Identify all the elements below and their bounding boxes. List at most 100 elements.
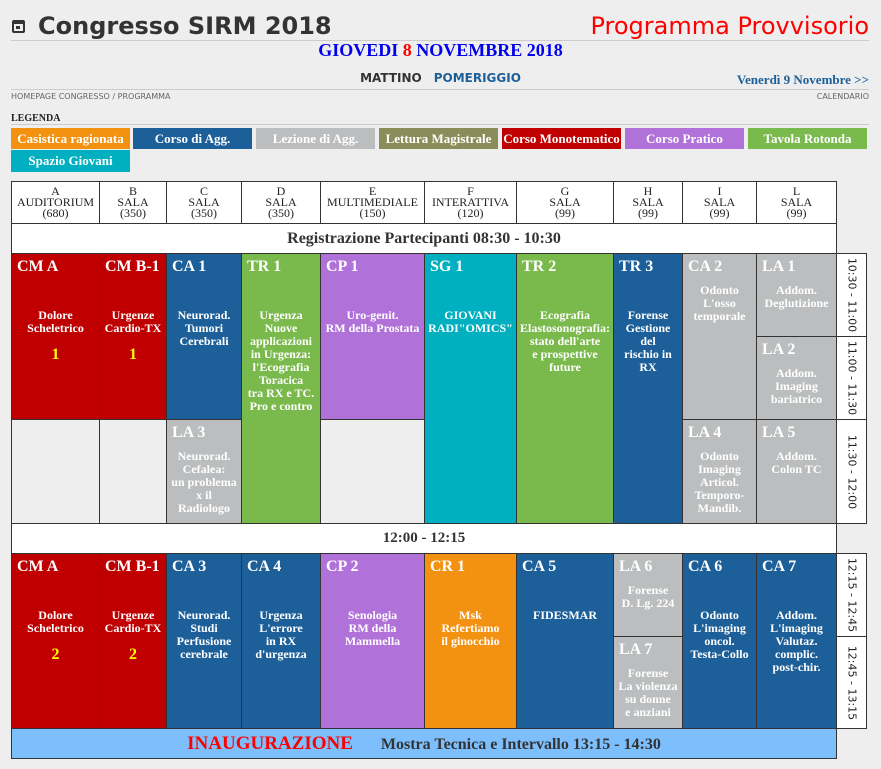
- session-code: TR 3: [619, 258, 654, 275]
- session-code: TR 1: [247, 258, 282, 275]
- room-header-c: C SALA (350): [166, 181, 242, 224]
- session-desc: Urgenza Nuove applicazioni in Urgenza: l…: [247, 308, 315, 413]
- time-slot: 11:00 - 11:30: [836, 336, 867, 420]
- session-desc: Addom. Colon TC: [771, 449, 822, 476]
- calendar-link[interactable]: CALENDARIO: [816, 92, 869, 101]
- session-code: LA 4: [688, 424, 722, 441]
- session-desc: Msk Refertiamo il ginocchio: [441, 608, 500, 648]
- session-cell[interactable]: LA 5 Addom. Colon TC: [756, 419, 837, 524]
- session-cell[interactable]: CM A Dolore Scheletrico 1: [11, 253, 100, 420]
- session-cell[interactable]: CA 3 Neurorad. Studi Perfusione cerebrale: [166, 553, 242, 729]
- session-code: CP 2: [326, 558, 359, 575]
- session-code: TR 2: [522, 258, 557, 275]
- session-cell[interactable]: LA 7 Forense La violenza su donne e anzia…: [613, 636, 683, 729]
- session-desc: Neurorad. Studi Perfusione cerebrale: [176, 608, 232, 661]
- empty-slot: [99, 419, 167, 524]
- empty-slot: [11, 419, 100, 524]
- session-code: LA 2: [762, 341, 796, 358]
- session-desc: Forense La violenza su donne e anziani: [618, 666, 678, 719]
- session-num: 2: [51, 646, 60, 663]
- legend-giovani: Spazio Giovani: [11, 150, 130, 172]
- breadcrumb-home[interactable]: HOMEPAGE CONGRESSO: [11, 92, 110, 101]
- session-code: SG 1: [430, 258, 464, 275]
- session-desc: Neurorad. Tumori Cerebrali: [177, 308, 231, 348]
- session-code: CM A: [17, 558, 59, 575]
- session-cell[interactable]: CA 4 Urgenza L'errore in RX d'urgenza: [241, 553, 321, 729]
- session-cell[interactable]: CA 5 FIDESMAR: [516, 553, 614, 729]
- session-cell[interactable]: LA 6 Forense D. Lg. 224: [613, 553, 683, 637]
- legend-pratico: Corso Pratico: [625, 128, 744, 149]
- tab-mattino[interactable]: MATTINO: [360, 71, 422, 85]
- breadcrumb: HOMEPAGE CONGRESSO / PROGRAMMA: [11, 92, 171, 101]
- session-code: LA 1: [762, 258, 796, 275]
- session-desc: Senologia RM della Mammella: [344, 608, 401, 648]
- status-label: Programma Provvisorio: [590, 12, 869, 40]
- inauguration-band: INAUGURAZIONE Mostra Tecnica e Intervallo…: [11, 728, 837, 759]
- time-label: 11:30 - 12:00: [845, 434, 858, 509]
- session-code: LA 5: [762, 424, 796, 441]
- page-title: Congresso SIRM 2018: [38, 12, 332, 40]
- tab-pomeriggio[interactable]: POMERIGGIO: [433, 71, 521, 85]
- time-slot: 10:30 - 11:00: [836, 253, 867, 337]
- session-cell[interactable]: CM A Dolore Scheletrico 2: [11, 553, 100, 729]
- day-heading: GIOVEDI 8 NOVEMBRE 2018: [0, 40, 881, 61]
- session-code: CA 2: [688, 258, 723, 275]
- session-desc: Odonto L'imaging oncol. Testa-Collo: [690, 608, 749, 661]
- exhibit-label: Mostra Tecnica e Intervallo 13:15 - 14:3…: [380, 736, 661, 753]
- session-cell[interactable]: LA 3 Neurorad. Cefalea: un problema x il …: [166, 419, 242, 524]
- session-cell[interactable]: CP 1 Uro-genit. RM della Prostata: [320, 253, 425, 420]
- session-code: CA 6: [688, 558, 723, 575]
- session-desc: Addom. L'imaging Valutaz. complic. post-…: [770, 608, 823, 674]
- room-header-h: H SALA (99): [613, 181, 683, 224]
- session-num: 1: [129, 346, 137, 363]
- time-slot: 11:30 - 12:00: [836, 419, 867, 524]
- legend-corso-agg: Corso di Agg.: [133, 128, 252, 149]
- session-cell[interactable]: LA 1 Addom. Deglutizione: [756, 253, 837, 337]
- session-desc: Neurorad. Cefalea: un problema x il Radi…: [171, 449, 237, 515]
- session-code: LA 6: [619, 558, 653, 575]
- session-desc: Addom. Imaging bariatrico: [770, 366, 823, 406]
- session-cell[interactable]: CA 7 Addom. L'imaging Valutaz. complic. p…: [756, 553, 837, 729]
- session-cell[interactable]: TR 3 Forense Gestione del rischio in RX: [613, 253, 683, 524]
- session-cell[interactable]: CP 2 Senologia RM della Mammella: [320, 553, 425, 729]
- time-label: 11:00 - 11:30: [845, 340, 858, 416]
- session-code: LA 7: [619, 641, 653, 658]
- divider: [11, 124, 869, 125]
- session-cell[interactable]: LA 2 Addom. Imaging bariatrico: [756, 336, 837, 420]
- session-cell[interactable]: CA 1 Neurorad. Tumori Cerebrali: [166, 253, 242, 420]
- divider: [11, 40, 869, 41]
- divider: [11, 89, 869, 90]
- session-code: CM B-1: [105, 558, 160, 575]
- time-label: 12:15 - 12:45: [845, 557, 858, 633]
- session-code: CA 4: [247, 558, 282, 575]
- session-cell[interactable]: CA 6 Odonto L'imaging oncol. Testa-Collo: [682, 553, 757, 729]
- legend-casistica: Casistica ragionata: [11, 128, 130, 149]
- session-num: 2: [129, 646, 137, 663]
- session-cell[interactable]: SG 1 GIOVANI RADI"OMICS": [424, 253, 517, 524]
- session-desc: GIOVANI RADI"OMICS": [428, 308, 513, 335]
- inauguration-label: INAUGURAZIONE: [187, 733, 353, 754]
- session-num: 1: [51, 346, 60, 363]
- session-desc: Dolore Scheletrico: [27, 608, 84, 635]
- session-cell[interactable]: TR 2 Ecografia Elastosonografia: stato de…: [516, 253, 614, 524]
- breadcrumb-programma[interactable]: PROGRAMMA: [117, 92, 171, 101]
- room-header-l: L SALA (99): [756, 181, 837, 224]
- session-cell[interactable]: LA 4 Odonto Imaging Articol. Temporo- Man…: [682, 419, 757, 524]
- session-code: CA 3: [172, 558, 207, 575]
- calendar-icon: [12, 20, 25, 33]
- room-header-f: F INTERATTIVA (120): [424, 181, 517, 224]
- session-cell[interactable]: CM B-1 Urgenze Cardio-TX 2: [99, 553, 167, 729]
- session-code: CM B-1: [105, 258, 160, 275]
- legend-lettura: Lettura Magistrale: [379, 128, 498, 149]
- time-label: 12:45 - 13:15: [845, 645, 858, 720]
- session-code: CA 5: [522, 558, 557, 575]
- room-header-g: G SALA (99): [516, 181, 614, 224]
- session-desc: Uro-genit. RM della Prostata: [325, 308, 420, 335]
- session-cell[interactable]: CR 1 Msk Refertiamo il ginocchio: [424, 553, 517, 729]
- session-code: LA 3: [172, 424, 206, 441]
- next-day-link[interactable]: Venerdì 9 Novembre >>: [736, 72, 869, 87]
- session-cell[interactable]: TR 1 Urgenza Nuove applicazioni in Urgenz…: [241, 253, 321, 524]
- session-cell[interactable]: CA 2 Odonto L'osso temporale: [682, 253, 757, 420]
- time-label: 10:30 - 11:00: [845, 257, 858, 333]
- session-cell[interactable]: CM B-1 Urgenze Cardio-TX 1: [99, 253, 167, 420]
